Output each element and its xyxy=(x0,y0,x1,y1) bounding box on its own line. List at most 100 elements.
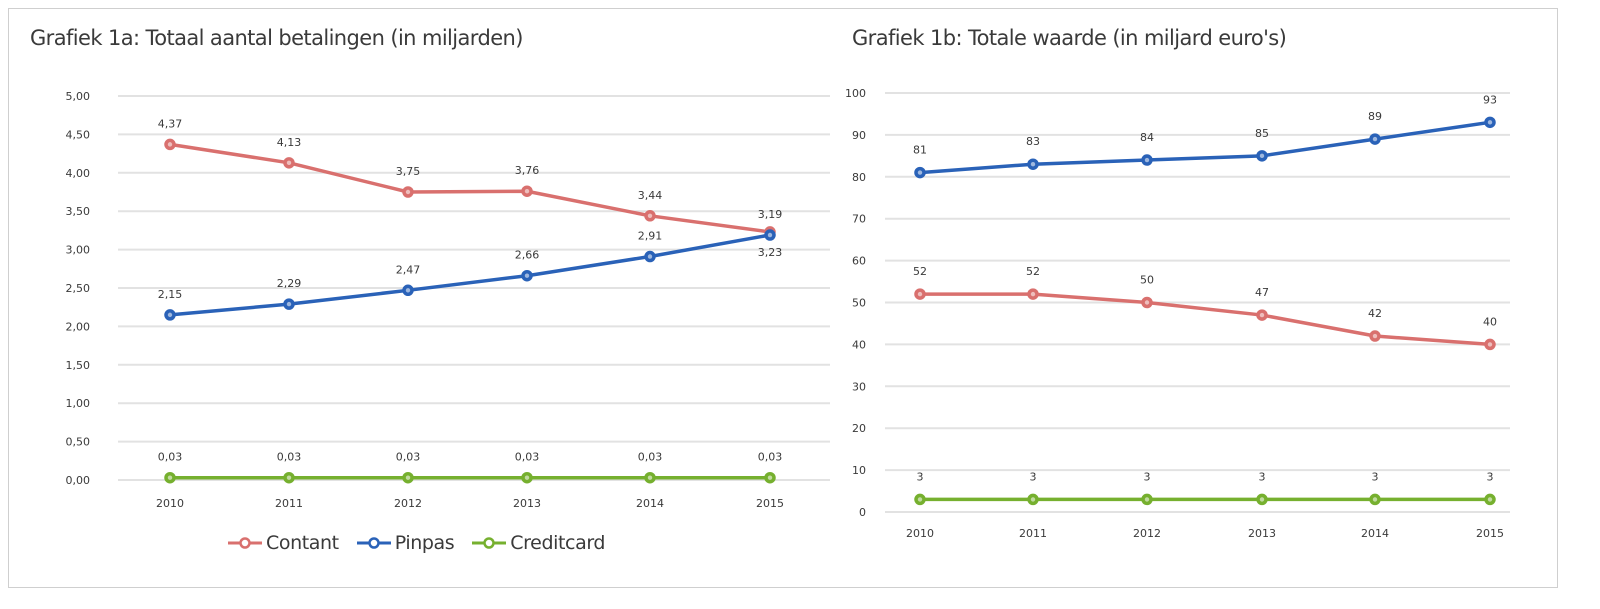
data-label: 3 xyxy=(1144,470,1151,483)
data-point-highlight xyxy=(1487,120,1493,125)
data-point-highlight xyxy=(1030,497,1036,502)
data-point-highlight xyxy=(524,273,530,278)
x-tick-label: 2013 xyxy=(1248,527,1276,540)
data-label: 3 xyxy=(917,470,924,483)
data-point-highlight xyxy=(917,497,923,502)
data-label: 89 xyxy=(1368,110,1382,123)
data-label: 40 xyxy=(1483,315,1497,328)
y-tick-label: 90 xyxy=(852,129,866,142)
data-label: 0,03 xyxy=(396,451,421,464)
x-tick-label: 2015 xyxy=(756,497,784,510)
data-label: 85 xyxy=(1255,127,1269,140)
y-tick-label: 4,50 xyxy=(66,128,91,141)
data-label: 4,13 xyxy=(277,136,302,149)
data-point-highlight xyxy=(286,160,292,166)
x-tick-label: 2011 xyxy=(275,497,303,510)
data-label: 2,91 xyxy=(638,230,663,243)
data-label: 3,75 xyxy=(396,165,421,178)
y-tick-label: 80 xyxy=(852,171,866,184)
data-point-highlight xyxy=(286,301,292,307)
legend-marker-pinpas xyxy=(356,537,391,549)
x-tick-label: 2014 xyxy=(1361,527,1389,540)
data-point-highlight xyxy=(647,213,653,219)
data-label: 3 xyxy=(1259,470,1266,483)
data-label: 3,23 xyxy=(758,246,783,259)
data-label: 2,66 xyxy=(515,249,540,262)
data-point-highlight xyxy=(1372,333,1378,339)
legend-label: Contant xyxy=(266,532,339,554)
y-tick-label: 5,00 xyxy=(66,90,91,103)
series-line-contant xyxy=(169,142,771,234)
series-line-contant xyxy=(920,292,1491,347)
data-point-highlight xyxy=(1144,157,1150,163)
y-tick-label: 10 xyxy=(852,464,866,477)
data-point-highlight xyxy=(167,142,173,147)
y-tick-label: 70 xyxy=(852,213,866,226)
y-tick-label: 50 xyxy=(852,297,866,310)
data-point-highlight xyxy=(524,189,530,194)
data-point-highlight xyxy=(917,291,923,297)
y-tick-label: 0,50 xyxy=(66,436,91,449)
data-point-highlight xyxy=(1487,342,1493,347)
data-label: 52 xyxy=(913,265,927,278)
data-label: 3,44 xyxy=(638,189,663,202)
chart-1b-title: Grafiek 1b: Totale waarde (in miljard eu… xyxy=(852,26,1287,50)
y-tick-label: 0,00 xyxy=(66,474,91,487)
data-point-highlight xyxy=(1030,291,1036,297)
legend-item-contant[interactable]: Contant xyxy=(228,532,339,554)
data-label: 0,03 xyxy=(277,451,302,464)
data-label: 3 xyxy=(1372,470,1379,483)
data-point-highlight xyxy=(1144,497,1150,502)
data-point-highlight xyxy=(917,170,923,175)
y-tick-label: 100 xyxy=(845,87,866,100)
data-point-highlight xyxy=(286,475,292,480)
data-label: 0,03 xyxy=(758,451,783,464)
x-tick-label: 2015 xyxy=(1476,527,1504,540)
y-tick-label: 0 xyxy=(859,506,866,519)
data-point-highlight xyxy=(1030,162,1036,167)
legend-label: Creditcard xyxy=(510,532,606,554)
chart-1a-title: Grafiek 1a: Totaal aantal betalingen (in… xyxy=(30,26,523,50)
legend-marker-creditcard xyxy=(472,537,507,549)
data-point-highlight xyxy=(647,475,653,480)
y-tick-label: 40 xyxy=(852,338,866,351)
data-point-highlight xyxy=(1372,497,1378,502)
legend-item-pinpas[interactable]: Pinpas xyxy=(356,532,455,554)
data-label: 2,47 xyxy=(396,263,421,276)
data-point-highlight xyxy=(1144,300,1150,305)
data-label: 2,29 xyxy=(277,277,302,290)
data-point-highlight xyxy=(405,475,411,480)
data-point-highlight xyxy=(405,288,411,293)
data-label: 42 xyxy=(1368,307,1382,320)
data-point-highlight xyxy=(524,475,530,480)
data-label: 4,37 xyxy=(158,117,183,130)
data-point-highlight xyxy=(167,475,173,480)
legend-item-creditcard[interactable]: Creditcard xyxy=(472,532,605,554)
data-label: 0,03 xyxy=(515,451,540,464)
data-point-highlight xyxy=(405,189,411,195)
y-tick-label: 2,00 xyxy=(66,320,91,333)
data-point-highlight xyxy=(1487,497,1493,502)
data-label: 0,03 xyxy=(158,451,183,464)
data-label: 81 xyxy=(913,144,927,157)
data-label: 93 xyxy=(1483,93,1497,106)
x-tick-label: 2012 xyxy=(1133,527,1161,540)
data-label: 50 xyxy=(1140,274,1154,287)
data-label: 3,76 xyxy=(515,164,540,177)
x-tick-label: 2010 xyxy=(156,497,184,510)
data-label: 47 xyxy=(1255,286,1269,299)
chart-frame xyxy=(8,8,1558,588)
y-tick-label: 2,50 xyxy=(66,282,91,295)
data-label: 84 xyxy=(1140,131,1154,144)
data-label: 52 xyxy=(1026,265,1040,278)
data-point-highlight xyxy=(647,254,653,259)
y-tick-label: 3,00 xyxy=(66,244,91,257)
data-point-highlight xyxy=(1259,497,1265,502)
legend-marker-contant xyxy=(228,537,262,549)
data-point-highlight xyxy=(167,312,173,318)
y-tick-label: 30 xyxy=(852,380,866,393)
y-tick-label: 3,50 xyxy=(66,205,91,218)
legend: Contant Pinpas Creditcard xyxy=(228,532,605,554)
y-tick-label: 20 xyxy=(852,422,866,435)
